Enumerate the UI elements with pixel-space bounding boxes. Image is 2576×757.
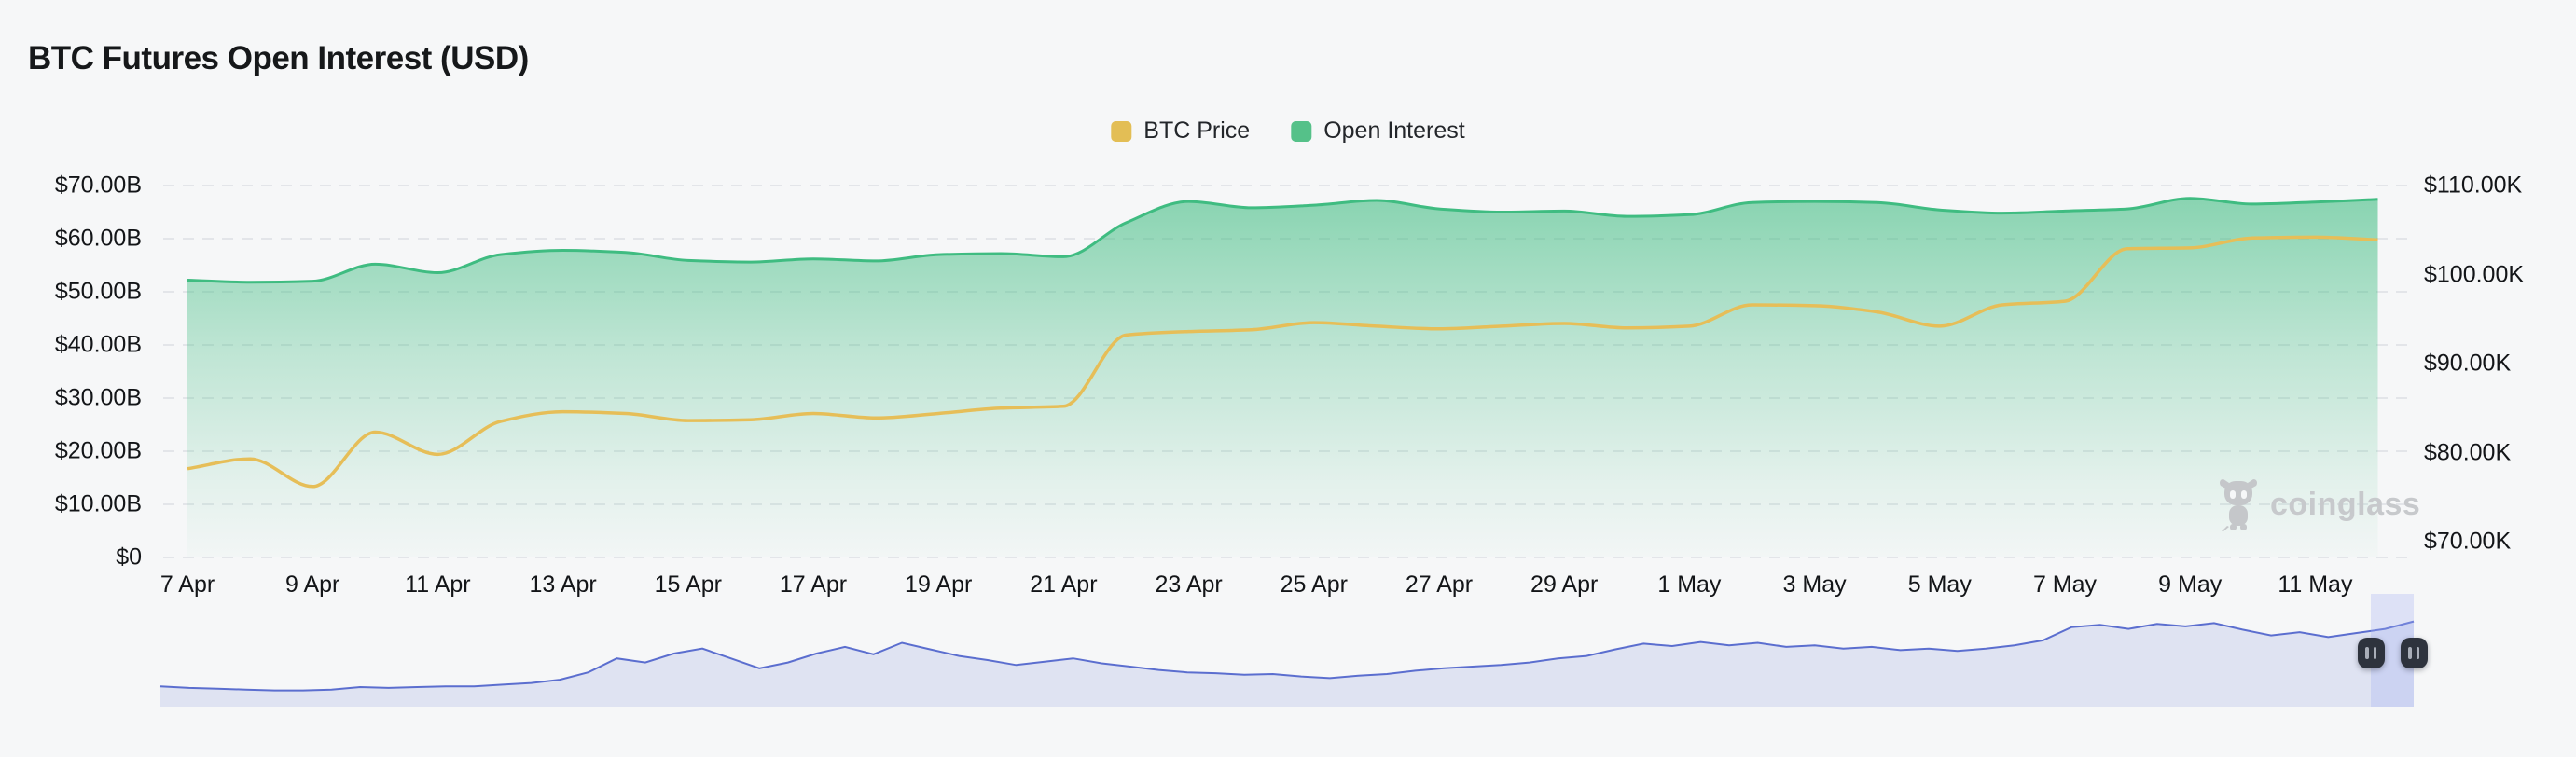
open-interest-area [187, 198, 2378, 557]
navigator-area [160, 621, 2414, 707]
handle-grip-bar [2408, 646, 2412, 659]
handle-grip-bar [2416, 646, 2419, 659]
range-handle-left[interactable] [2357, 637, 2385, 668]
handle-grip-bar [2365, 646, 2369, 659]
legend: BTC Price Open Interest [1111, 117, 1465, 145]
legend-swatch [1291, 120, 1312, 142]
chart-title: BTC Futures Open Interest (USD) [28, 40, 529, 77]
navigator-line [159, 620, 2415, 692]
legend-item-btc-price[interactable]: BTC Price [1111, 117, 1250, 145]
legend-label: BTC Price [1143, 117, 1251, 144]
legend-label: Open Interest [1323, 117, 1465, 144]
open-interest-line [187, 197, 2378, 284]
legend-swatch [1111, 120, 1132, 142]
range-handle-right[interactable] [2400, 637, 2428, 668]
legend-item-open-interest[interactable]: Open Interest [1291, 117, 1465, 145]
handle-grip-bar [2373, 646, 2377, 659]
btc-price-line [187, 235, 2378, 489]
